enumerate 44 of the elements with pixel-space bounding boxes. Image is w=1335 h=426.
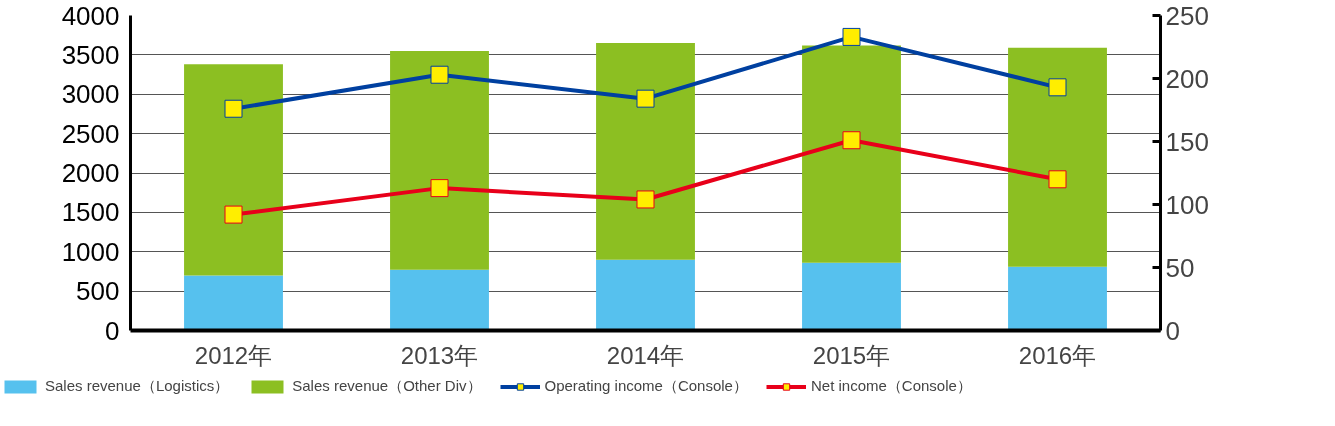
legend-label: Sales revenue（Other Div） <box>292 376 482 396</box>
y2-tick-label: 200 <box>1165 63 1209 94</box>
x-tick-label: 2013年 <box>400 341 479 369</box>
bar <box>1008 266 1107 331</box>
legend-label: Sales revenue（Logistics） <box>45 376 230 396</box>
y-tick-label: 2500 <box>61 118 120 149</box>
y-tick-label: 1500 <box>61 197 120 228</box>
bar <box>802 45 901 263</box>
point <box>842 27 861 46</box>
x-tick-label: 2012年 <box>194 341 273 369</box>
point <box>636 89 655 108</box>
bar <box>390 50 489 270</box>
x-tick-label: 2016年 <box>1018 341 1097 369</box>
x-tick-label: 2015年 <box>812 341 891 369</box>
y-tick-label: 3000 <box>61 79 120 110</box>
y2-tick-label: 100 <box>1165 189 1209 220</box>
y-tick-label: 2000 <box>61 158 120 188</box>
bar <box>184 275 283 331</box>
legend-label: Operating income（Console） <box>544 376 748 396</box>
y2-tick-label: 50 <box>1165 252 1195 283</box>
point <box>842 131 861 150</box>
legend-label: Net income（Console） <box>810 376 972 396</box>
bar <box>1008 47 1107 267</box>
point <box>1048 170 1067 189</box>
y-tick-label: 0 <box>105 315 120 346</box>
point <box>636 190 655 209</box>
y2-tick-label: 150 <box>1165 126 1209 157</box>
bar <box>390 269 489 331</box>
x-tick-label: 2014年 <box>606 341 685 369</box>
y-tick-label: 3500 <box>61 39 120 70</box>
point <box>430 179 449 198</box>
y-tick-label: 4000 <box>61 0 120 31</box>
point <box>1048 78 1067 97</box>
point <box>224 205 243 224</box>
y2-tick-label: 0 <box>1165 315 1180 346</box>
bar <box>596 43 695 260</box>
point <box>224 99 243 118</box>
bar <box>184 64 283 276</box>
y-tick-label: 1000 <box>61 236 120 267</box>
y-tick-label: 500 <box>76 276 120 307</box>
bar <box>596 259 695 331</box>
y2-tick-label: 250 <box>1165 0 1209 31</box>
bar <box>802 262 901 331</box>
point <box>430 65 449 84</box>
